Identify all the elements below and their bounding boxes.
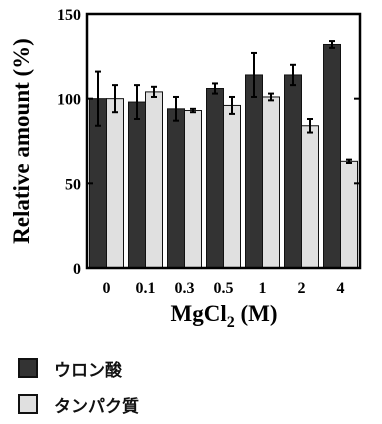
x-tick-label-1: 1 — [259, 280, 267, 297]
x-tick-label-0.1: 0.1 — [136, 280, 156, 297]
legend-label-uronic-acid: ウロン酸 — [54, 360, 122, 381]
x-axis-title: MgCl2 (M) — [171, 301, 278, 331]
bar-s0-1 — [245, 74, 263, 269]
x-tick-label-0.5: 0.5 — [214, 280, 234, 297]
legend: ウロン酸 タンパク質 — [18, 354, 358, 424]
bar-s0-0.1 — [128, 101, 146, 269]
x-tick-label-0: 0 — [103, 280, 111, 297]
x-tick-label-4: 4 — [337, 280, 345, 297]
y-tick-label-50: 50 — [65, 176, 81, 193]
x-axis-title-subscript: 2 — [227, 314, 235, 331]
plot-area-frame — [85, 12, 362, 270]
y-tick-label-100: 100 — [57, 92, 81, 109]
bar-s0-0.5 — [206, 88, 224, 269]
x-axis-title-unit: (M) — [235, 301, 278, 326]
legend-label-protein: タンパク質 — [54, 396, 139, 417]
bar-s1-1 — [262, 96, 280, 269]
x-tick-label-0.3: 0.3 — [175, 280, 195, 297]
legend-item-protein: タンパク質 — [18, 390, 139, 418]
bar-s1-2 — [301, 125, 319, 269]
bar-s0-2 — [284, 74, 302, 269]
legend-swatch-uronic-acid — [18, 358, 38, 378]
bar-s0-4 — [323, 43, 341, 269]
bar-s0-0.3 — [167, 108, 185, 269]
bar-s1-0.5 — [223, 104, 241, 269]
bar-s1-0.1 — [145, 91, 163, 269]
y-axis-title: Relative amount (%) — [9, 38, 34, 244]
x-tick-label-2: 2 — [298, 280, 306, 297]
bar-s1-0 — [106, 98, 124, 269]
y-tick-label-0: 0 — [73, 261, 81, 278]
bar-s1-0.3 — [184, 110, 202, 269]
bar-chart-svg: 0 50 100 150 0 0.1 0.3 0.5 1 2 4 Relative amount … — [9, 7, 362, 331]
legend-item-uronic-acid: ウロン酸 — [18, 354, 122, 382]
y-tick-label-150: 150 — [57, 7, 81, 24]
legend-swatch-protein — [18, 394, 38, 414]
chart: 0 50 100 150 0 0.1 0.3 0.5 1 2 4 Relative amount … — [9, 7, 362, 331]
x-axis-title-main: MgCl — [171, 301, 227, 326]
bar-s1-4 — [340, 160, 358, 269]
